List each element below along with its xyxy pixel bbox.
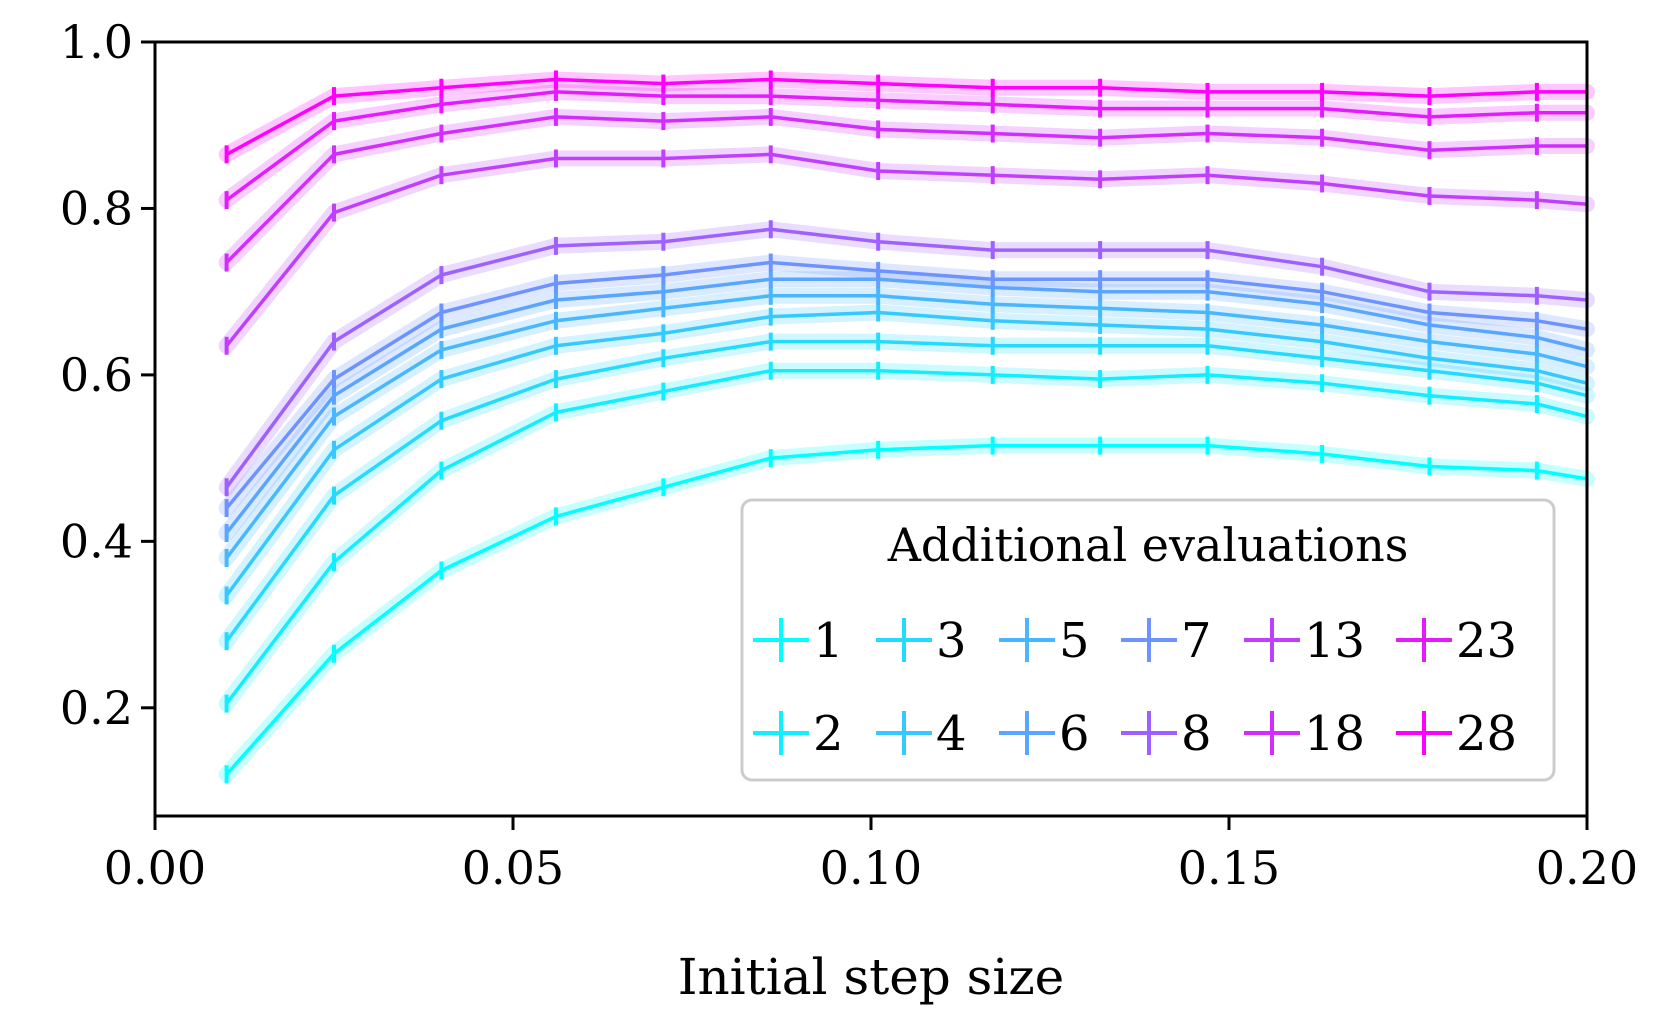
x-tick-label: 0.20 — [1536, 841, 1638, 895]
series-line-18 — [225, 115, 1587, 264]
y-axis: 0.2 0.4 0.6 0.8 1.0 — [60, 15, 155, 735]
series-13 — [224, 145, 1588, 355]
series-8 — [224, 220, 1588, 497]
series-line-23 — [225, 90, 1587, 202]
legend-entry-2: 2 — [753, 706, 844, 762]
legend-label: 23 — [1456, 613, 1517, 669]
y-tick-label: 1.0 — [60, 15, 133, 69]
legend-entry-28: 28 — [1396, 706, 1517, 762]
legend-entry-18: 18 — [1244, 706, 1365, 762]
x-tick-label: 0.10 — [820, 841, 922, 895]
legend-label: 3 — [936, 613, 967, 669]
series-6 — [224, 270, 1588, 543]
series-line-13 — [225, 152, 1588, 347]
series-2 — [224, 361, 1588, 713]
legend-label: 8 — [1181, 706, 1212, 762]
legend-entry-4: 4 — [876, 706, 967, 762]
legend-label: 6 — [1059, 706, 1090, 762]
x-tick-label: 0.00 — [104, 841, 206, 895]
legend-entry-5: 5 — [999, 613, 1090, 669]
series-1 — [224, 436, 1588, 784]
y-tick-label: 0.4 — [60, 514, 133, 568]
legend-label: 1 — [813, 613, 844, 669]
y-tick-label: 0.8 — [60, 181, 133, 235]
series-line-5 — [225, 294, 1588, 560]
series-line-6 — [225, 277, 1588, 535]
series-line-1 — [225, 443, 1588, 776]
series-28 — [224, 70, 1587, 164]
series-line-7 — [225, 260, 1588, 510]
series-line-3 — [225, 339, 1588, 643]
x-axis-label: Initial step size — [678, 948, 1065, 1006]
y-tick-label: 0.6 — [60, 348, 133, 402]
series-line-8 — [225, 227, 1588, 489]
x-tick-label: 0.05 — [462, 841, 564, 895]
legend-entry-1: 1 — [753, 613, 844, 669]
legend-label: 28 — [1456, 706, 1517, 762]
y-tick-label: 0.2 — [60, 681, 133, 735]
series-23 — [224, 82, 1587, 210]
series-lines — [224, 70, 1588, 784]
legend-label: 18 — [1304, 706, 1365, 762]
x-axis: 0.00 0.05 0.10 0.15 0.20 — [104, 816, 1638, 895]
legend-entry-6: 6 — [999, 706, 1090, 762]
series-4 — [224, 303, 1588, 605]
x-tick-label: 0.15 — [1178, 841, 1280, 895]
legend-title: Additional evaluations — [887, 518, 1409, 572]
series-3 — [224, 332, 1588, 651]
legend-entry-3: 3 — [876, 613, 967, 669]
legend-label: 7 — [1181, 613, 1212, 669]
legend-label: 2 — [813, 706, 844, 762]
series-5 — [224, 286, 1588, 567]
series-18 — [224, 107, 1587, 272]
legend-entry-8: 8 — [1121, 706, 1212, 762]
legend-entry-7: 7 — [1121, 613, 1212, 669]
legend-entry-23: 23 — [1396, 613, 1517, 669]
series-7 — [224, 253, 1588, 518]
series-line-28 — [225, 77, 1587, 156]
legend-label: 4 — [936, 706, 967, 762]
legend-label: 13 — [1304, 613, 1365, 669]
series-line-2 — [225, 368, 1588, 705]
legend-entry-13: 13 — [1244, 613, 1365, 669]
legend-label: 5 — [1059, 613, 1090, 669]
series-line-4 — [225, 310, 1588, 597]
